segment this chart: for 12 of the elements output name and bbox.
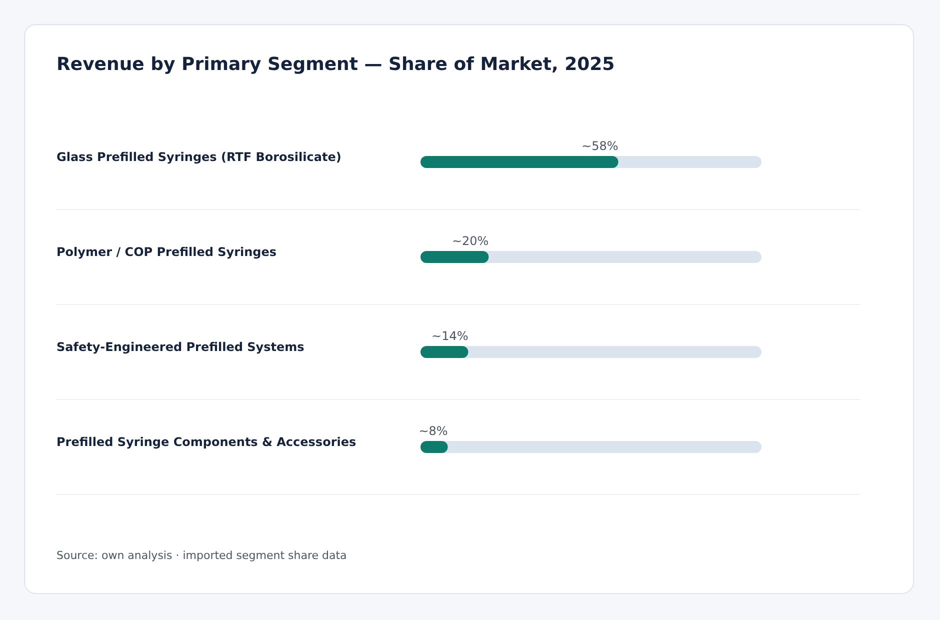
data-label: ~14% — [432, 329, 468, 343]
chart-title: Revenue by Primary Segment — Share of Market, 2025 — [56, 54, 615, 75]
data-label: ~20% — [452, 234, 489, 248]
data-label: ~58% — [582, 139, 618, 153]
data-label: ~8% — [418, 424, 448, 438]
bar — [420, 346, 468, 358]
source-note: Source: own analysis · imported segment share data — [56, 549, 347, 562]
y-tick-label: Polymer / COP Prefilled Syringes — [56, 245, 277, 259]
y-tick-label: Glass Prefilled Syringes (RTF Borosilicate) — [56, 150, 342, 164]
y-tick-label: Prefilled Syringe Components & Accessories — [56, 435, 356, 449]
bar — [420, 251, 489, 263]
y-tick-label: Safety-Engineered Prefilled Systems — [56, 340, 304, 354]
